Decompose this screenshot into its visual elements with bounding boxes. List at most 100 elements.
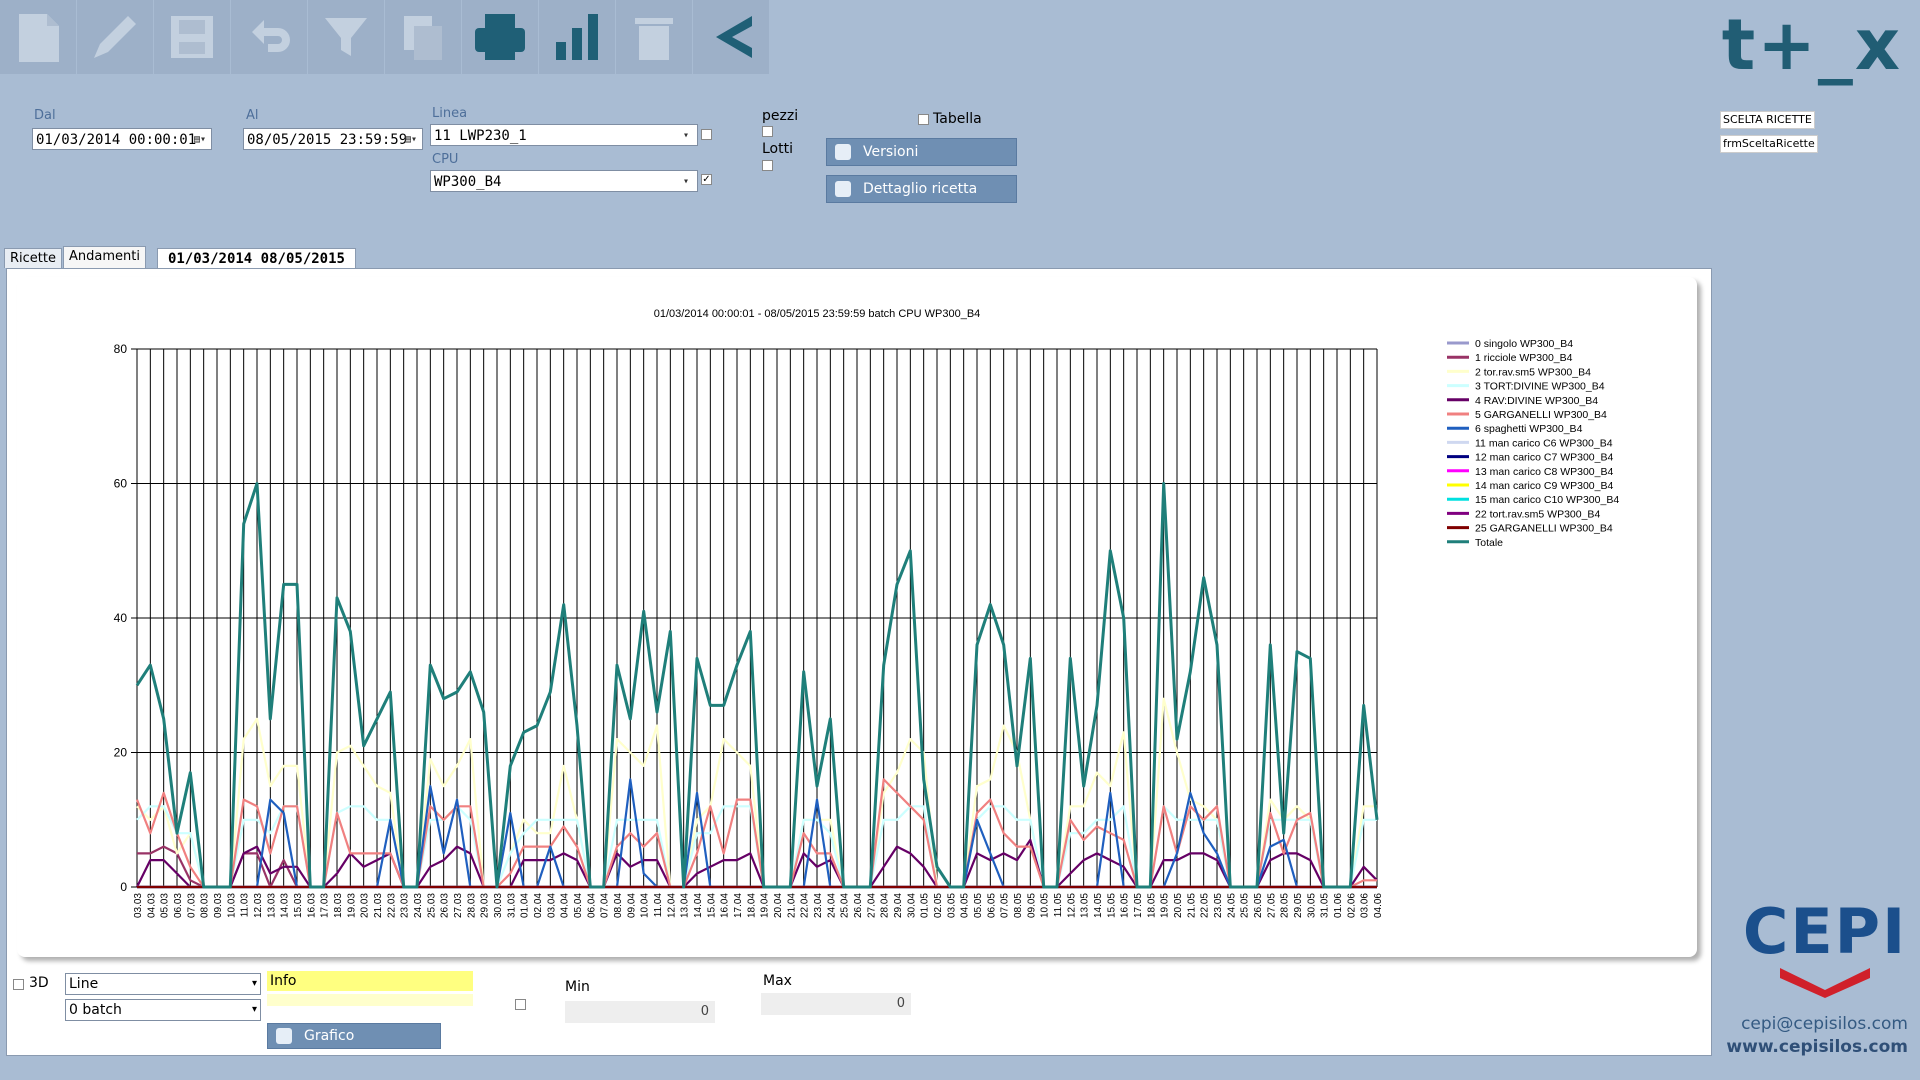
- lotti-checkbox[interactable]: [762, 160, 773, 171]
- 3d-checkbox[interactable]: [13, 979, 24, 990]
- chevron-down-icon[interactable]: ▾: [251, 1004, 257, 1015]
- linea-value: 11 LWP230_1: [434, 128, 527, 144]
- x-tick-label: 07.05: [1000, 893, 1011, 918]
- x-tick-label: 08.05: [1013, 893, 1024, 918]
- series-line: [136, 838, 1378, 889]
- toolbar-button-edit-pencil[interactable]: [77, 0, 153, 74]
- tab-ricette[interactable]: Ricette: [4, 248, 62, 268]
- legend-entry: 13 man carico C8 WP300_B4: [1475, 466, 1613, 478]
- x-tick-label: 29.04: [893, 893, 904, 918]
- line-chart: 01/03/2014 00:00:01 - 08/05/2015 23:59:5…: [114, 308, 1620, 918]
- x-tick-label: 11.03: [240, 893, 251, 918]
- versioni-button[interactable]: Versioni: [826, 138, 1017, 166]
- linea-select[interactable]: 11 LWP230_1 ▾: [430, 124, 698, 146]
- chevron-down-icon[interactable]: ▾: [682, 130, 690, 141]
- grafico-button[interactable]: Grafico: [267, 1023, 441, 1049]
- toolbar-button-copy[interactable]: [385, 0, 461, 74]
- x-tick-label: 02.06: [1346, 893, 1357, 918]
- x-tick-label: 24.05: [1226, 893, 1237, 918]
- toolbar-button-save-disk[interactable]: [154, 0, 230, 74]
- x-tick-label: 13.04: [680, 893, 691, 918]
- chevron-down-icon[interactable]: ▾: [251, 978, 257, 989]
- x-tick-label: 25.04: [840, 893, 851, 918]
- toolbar-button-print[interactable]: [462, 0, 538, 74]
- x-tick-label: 19.04: [760, 893, 771, 918]
- y-tick-label: 80: [114, 342, 128, 356]
- min-label: Min: [565, 979, 590, 995]
- dal-date-field[interactable]: 01/03/2014 00:00:01 ▤▾: [32, 128, 212, 150]
- x-tick-label: 07.04: [600, 893, 611, 918]
- toolbar-button-delete-trash[interactable]: [616, 0, 692, 74]
- toolbar-button-new-document[interactable]: [0, 0, 76, 74]
- frm-scelta-ricette-box[interactable]: frmSceltaRicette: [1720, 135, 1818, 153]
- x-tick-label: 05.04: [573, 893, 584, 918]
- x-tick-label: 22.04: [800, 893, 811, 918]
- x-tick-label: 13.05: [1080, 893, 1091, 918]
- cpu-checkbox[interactable]: ✓: [701, 174, 712, 185]
- printer-icon: [835, 144, 851, 160]
- calendar-dropdown-icon[interactable]: ▤▾: [193, 134, 207, 145]
- x-tick-label: 07.03: [186, 893, 197, 918]
- max-field[interactable]: 0: [761, 993, 911, 1015]
- x-tick-label: 11.04: [653, 893, 664, 918]
- x-tick-label: 21.05: [1186, 893, 1197, 918]
- x-tick-label: 26.05: [1253, 893, 1264, 918]
- x-tick-label: 04.05: [960, 893, 971, 918]
- info-field[interactable]: Info: [267, 971, 473, 991]
- tab-date-range[interactable]: 01/03/2014 08/05/2015: [156, 248, 356, 268]
- x-tick-label: 31.05: [1320, 893, 1331, 918]
- legend-entry: 0 singolo WP300_B4: [1475, 338, 1573, 350]
- al-date-field[interactable]: 08/05/2015 23:59:59 ▤▾: [243, 128, 423, 150]
- max-label: Max: [763, 973, 792, 989]
- filter-funnel-icon: [325, 18, 367, 56]
- contact-email[interactable]: cepi@cepisilos.com: [1741, 1014, 1908, 1034]
- tab-andamenti[interactable]: Andamenti: [62, 246, 146, 268]
- legend-entry: 5 GARGANELLI WP300_B4: [1475, 409, 1607, 421]
- x-tick-label: 03.05: [946, 893, 957, 918]
- cpu-value: WP300_B4: [434, 174, 502, 190]
- copy-icon: [404, 16, 442, 60]
- toolbar-button-filter-funnel[interactable]: [308, 0, 384, 74]
- tabella-checkbox[interactable]: [918, 114, 929, 125]
- delete-trash-icon: [635, 18, 673, 60]
- x-tick-label: 02.05: [933, 893, 944, 918]
- minmax-checkbox[interactable]: [515, 999, 526, 1010]
- x-tick-label: 27.03: [453, 893, 464, 918]
- bar-chart-icon: [556, 14, 598, 60]
- x-tick-label: 06.05: [986, 893, 997, 918]
- x-tick-label: 12.04: [666, 893, 677, 918]
- pezzi-checkbox[interactable]: [762, 126, 773, 137]
- x-tick-label: 09.03: [213, 893, 224, 918]
- batch-select[interactable]: 0 batch ▾: [65, 999, 261, 1021]
- window-controls[interactable]: t+_x: [1721, 4, 1902, 86]
- x-tick-label: 24.04: [826, 893, 837, 918]
- chevron-down-icon[interactable]: ▾: [682, 176, 690, 187]
- legend-entry: 22 tort.rav.sm5 WP300_B4: [1475, 508, 1600, 520]
- toolbar-button-back-arrow[interactable]: [693, 0, 769, 74]
- contact-web[interactable]: www.cepisilos.com: [1726, 1037, 1908, 1057]
- x-tick-label: 03.03: [133, 893, 144, 918]
- legend-entry: 4 RAV:DIVINE WP300_B4: [1475, 395, 1598, 407]
- svg-text:CEPI: CEPI: [1743, 898, 1907, 968]
- calendar-dropdown-icon[interactable]: ▤▾: [404, 134, 418, 145]
- dal-label: Dal: [34, 108, 56, 123]
- x-tick-label: 17.03: [320, 893, 331, 918]
- cpu-select[interactable]: WP300_B4 ▾: [430, 170, 698, 192]
- chart-type-select[interactable]: Line ▾: [65, 973, 261, 995]
- x-tick-label: 03.04: [546, 893, 557, 918]
- x-tick-label: 25.05: [1240, 893, 1251, 918]
- toolbar-button-bar-chart[interactable]: [539, 0, 615, 74]
- info-sub-field[interactable]: [267, 994, 473, 1006]
- x-tick-label: 26.04: [853, 893, 864, 918]
- min-field[interactable]: 0: [565, 1001, 715, 1023]
- dettaglio-ricetta-button[interactable]: Dettaglio ricetta: [826, 175, 1017, 203]
- tabella-label: Tabella: [933, 111, 982, 127]
- x-tick-label: 04.06: [1373, 893, 1384, 918]
- toolbar-button-undo[interactable]: [231, 0, 307, 74]
- x-tick-label: 18.04: [746, 893, 757, 918]
- linea-checkbox[interactable]: [701, 129, 712, 140]
- x-tick-label: 28.04: [880, 893, 891, 918]
- pezzi-label: pezzi: [762, 108, 799, 124]
- tab-bar: Ricette Andamenti 01/03/2014 08/05/2015: [4, 246, 357, 268]
- scelta-ricette-box[interactable]: SCELTA RICETTE: [1720, 111, 1815, 129]
